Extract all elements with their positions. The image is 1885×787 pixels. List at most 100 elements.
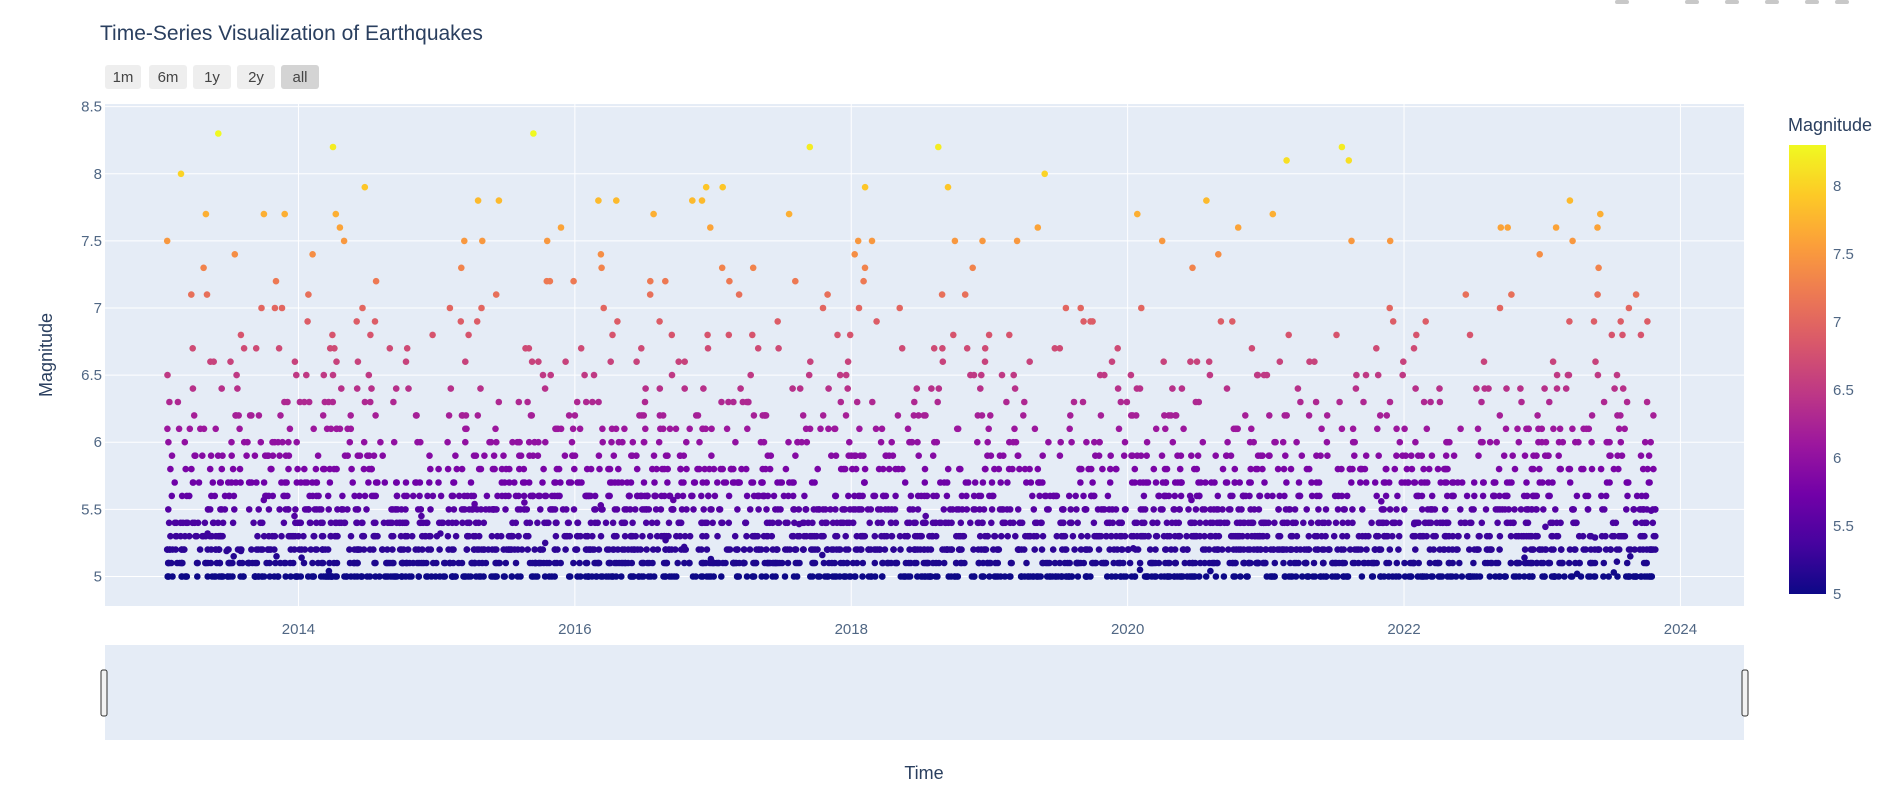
earthquake-point[interactable] (1152, 425, 1160, 433)
earthquake-point[interactable] (995, 546, 1003, 553)
earthquake-point[interactable] (1257, 452, 1265, 460)
earthquake-point[interactable] (723, 425, 731, 433)
earthquake-point[interactable] (386, 345, 394, 352)
earthquake-point[interactable] (581, 371, 588, 379)
earthquake-point[interactable] (888, 532, 895, 540)
earthquake-point[interactable] (1554, 532, 1562, 540)
earthquake-point[interactable] (1298, 573, 1306, 580)
earthquake-point[interactable] (1641, 438, 1649, 446)
earthquake-point[interactable] (1380, 479, 1388, 486)
earthquake-point[interactable] (1242, 412, 1249, 419)
earthquake-point[interactable] (1236, 519, 1244, 527)
earthquake-point[interactable] (748, 479, 755, 486)
earthquake-point[interactable] (1565, 465, 1573, 473)
earthquake-point[interactable] (488, 532, 496, 540)
earthquake-point[interactable] (207, 452, 215, 460)
earthquake-point[interactable] (184, 519, 191, 527)
earthquake-point[interactable] (245, 559, 253, 567)
earthquake-point[interactable] (877, 506, 885, 513)
earthquake-point[interactable] (1220, 573, 1228, 580)
earthquake-point[interactable] (515, 532, 522, 540)
earthquake-point[interactable] (1345, 157, 1353, 164)
earthquake-point[interactable] (246, 479, 253, 486)
earthquake-point[interactable] (1315, 506, 1322, 513)
earthquake-point[interactable] (1152, 559, 1159, 567)
earthquake-point[interactable] (1615, 532, 1623, 540)
earthquake-point[interactable] (1232, 425, 1240, 433)
earthquake-point[interactable] (324, 546, 332, 553)
earthquake-point[interactable] (1652, 532, 1659, 540)
earthquake-point[interactable] (1129, 452, 1136, 460)
earthquake-point[interactable] (1548, 573, 1556, 580)
earthquake-point[interactable] (782, 546, 789, 553)
earthquake-point[interactable] (197, 425, 204, 433)
earthquake-point[interactable] (427, 532, 434, 540)
earthquake-point[interactable] (252, 573, 259, 580)
earthquake-point[interactable] (542, 438, 549, 446)
earthquake-point[interactable] (1307, 519, 1315, 527)
earthquake-point[interactable] (255, 412, 263, 419)
earthquake-point[interactable] (1443, 519, 1450, 527)
earthquake-point[interactable] (253, 479, 260, 486)
earthquake-point[interactable] (1107, 452, 1114, 460)
earthquake-point[interactable] (203, 291, 211, 298)
earthquake-point[interactable] (265, 506, 273, 513)
earthquake-point[interactable] (483, 492, 491, 500)
earthquake-point[interactable] (552, 425, 559, 433)
earthquake-point[interactable] (1266, 412, 1273, 419)
range-button-1m[interactable]: 1m (105, 65, 141, 89)
earthquake-point[interactable] (878, 519, 885, 527)
earthquake-point[interactable] (460, 506, 467, 513)
earthquake-point[interactable] (657, 425, 664, 433)
earthquake-point[interactable] (705, 492, 712, 500)
earthquake-point[interactable] (248, 412, 255, 419)
earthquake-point[interactable] (1330, 532, 1338, 540)
earthquake-point[interactable] (1424, 479, 1431, 486)
earthquake-point[interactable] (981, 345, 989, 352)
earthquake-point[interactable] (640, 438, 648, 446)
earthquake-point[interactable] (656, 412, 664, 419)
earthquake-point[interactable] (1393, 425, 1400, 433)
earthquake-point[interactable] (1278, 546, 1286, 553)
earthquake-point[interactable] (1408, 452, 1415, 460)
earthquake-point[interactable] (1398, 479, 1405, 486)
earthquake-point[interactable] (166, 546, 173, 553)
earthquake-point[interactable] (977, 385, 984, 392)
earthquake-point[interactable] (1496, 492, 1503, 500)
earthquake-point[interactable] (183, 573, 191, 580)
earthquake-point[interactable] (1090, 519, 1098, 527)
earthquake-point[interactable] (397, 532, 405, 540)
earthquake-point[interactable] (1333, 331, 1340, 339)
scatter-points[interactable] (163, 130, 1659, 580)
earthquake-point[interactable] (613, 197, 620, 204)
earthquake-point[interactable] (1552, 506, 1559, 513)
earthquake-point[interactable] (1497, 224, 1505, 231)
earthquake-point[interactable] (351, 573, 358, 580)
earthquake-point[interactable] (1630, 573, 1638, 580)
earthquake-point[interactable] (1215, 532, 1223, 540)
earthquake-point[interactable] (1271, 519, 1278, 527)
earthquake-point[interactable] (371, 532, 379, 540)
earthquake-point[interactable] (1087, 465, 1095, 473)
earthquake-point[interactable] (1280, 559, 1287, 567)
earthquake-point[interactable] (746, 546, 754, 553)
earthquake-point[interactable] (832, 452, 840, 460)
earthquake-point[interactable] (1289, 519, 1296, 527)
earthquake-point[interactable] (953, 425, 961, 433)
earthquake-point[interactable] (1443, 492, 1451, 500)
earthquake-point[interactable] (1245, 519, 1252, 527)
earthquake-point[interactable] (1637, 452, 1645, 460)
earthquake-point[interactable] (1008, 559, 1015, 567)
earthquake-point[interactable] (809, 573, 816, 580)
earthquake-point[interactable] (354, 546, 362, 553)
earthquake-point[interactable] (1391, 465, 1399, 473)
earthquake-point[interactable] (615, 559, 623, 567)
earthquake-point[interactable] (1149, 519, 1156, 527)
earthquake-point[interactable] (319, 546, 326, 553)
earthquake-point[interactable] (1508, 291, 1515, 298)
earthquake-point[interactable] (786, 546, 794, 553)
earthquake-point[interactable] (642, 519, 650, 527)
earthquake-point[interactable] (189, 345, 196, 352)
earthquake-point[interactable] (1279, 438, 1287, 446)
earthquake-point[interactable] (1270, 546, 1277, 553)
